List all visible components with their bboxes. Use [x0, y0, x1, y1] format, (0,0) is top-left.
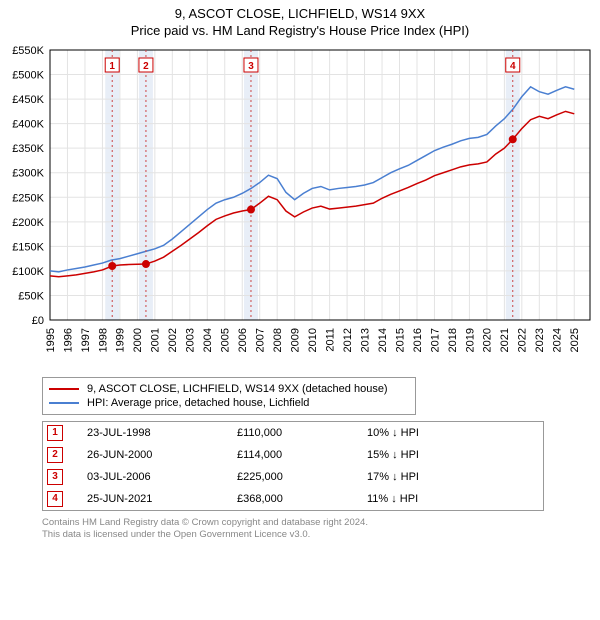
x-tick-label: 2015	[394, 328, 406, 352]
y-tick-label: £500K	[12, 69, 44, 81]
y-tick-label: £0	[32, 315, 44, 327]
legend-row: HPI: Average price, detached house, Lich…	[49, 396, 409, 410]
y-tick-label: £400K	[12, 118, 44, 130]
x-tick-label: 2010	[307, 328, 319, 352]
tx-price: £225,000	[237, 471, 367, 483]
legend-row: 9, ASCOT CLOSE, LICHFIELD, WS14 9XX (det…	[49, 382, 409, 396]
x-tick-label: 2023	[534, 328, 546, 352]
footer: Contains HM Land Registry data © Crown c…	[42, 517, 560, 542]
x-tick-label: 2024	[552, 328, 564, 352]
y-tick-label: £250K	[12, 192, 44, 204]
x-tick-label: 2019	[464, 328, 476, 352]
legend: 9, ASCOT CLOSE, LICHFIELD, WS14 9XX (det…	[42, 377, 416, 415]
price-marker-dot	[509, 135, 517, 143]
y-tick-label: £550K	[12, 45, 44, 57]
x-tick-label: 2001	[150, 328, 162, 352]
x-tick-label: 2011	[324, 328, 336, 352]
price-marker-number: 2	[143, 61, 149, 72]
x-tick-label: 2004	[202, 328, 214, 352]
y-tick-label: £150K	[12, 241, 44, 253]
title-block: 9, ASCOT CLOSE, LICHFIELD, WS14 9XX Pric…	[0, 0, 600, 40]
y-tick-label: £200K	[12, 217, 44, 229]
x-tick-label: 1998	[97, 328, 109, 352]
y-tick-label: £450K	[12, 94, 44, 106]
x-tick-label: 1997	[80, 328, 92, 352]
x-tick-label: 2016	[412, 328, 424, 352]
footer-line: Contains HM Land Registry data © Crown c…	[42, 517, 560, 529]
y-tick-label: £300K	[12, 168, 44, 180]
tx-diff: 15% ↓ HPI	[367, 449, 487, 461]
x-tick-label: 2013	[359, 328, 371, 352]
tx-marker: 1	[47, 425, 63, 441]
price-marker-dot	[108, 262, 116, 270]
tx-marker: 4	[47, 491, 63, 507]
x-tick-label: 2006	[237, 328, 249, 352]
y-tick-label: £50K	[18, 290, 44, 302]
tx-price: £110,000	[237, 427, 367, 439]
tx-date: 03-JUL-2006	[87, 471, 237, 483]
price-marker-number: 1	[109, 61, 115, 72]
tx-diff: 11% ↓ HPI	[367, 493, 487, 505]
tx-price: £368,000	[237, 493, 367, 505]
legend-swatch	[49, 402, 79, 404]
x-tick-label: 1999	[115, 328, 127, 352]
x-tick-label: 2008	[272, 328, 284, 352]
footer-line: This data is licensed under the Open Gov…	[42, 529, 560, 541]
x-tick-label: 2020	[482, 328, 494, 352]
tx-price: £114,000	[237, 449, 367, 461]
price-marker-number: 3	[248, 61, 254, 72]
tx-date: 25-JUN-2021	[87, 493, 237, 505]
x-tick-label: 2022	[517, 328, 529, 352]
x-tick-label: 2025	[569, 328, 581, 352]
x-tick-label: 2012	[342, 328, 354, 352]
title-line-2: Price paid vs. HM Land Registry's House …	[0, 23, 600, 40]
legend-swatch	[49, 388, 79, 390]
chart: £0 £50K £100K £150K £200K £250K £300K £350K £400…	[0, 40, 600, 375]
chart-svg: £0 £50K £100K £150K £200K £250K £300K £350K £400…	[0, 40, 600, 370]
x-tick-label: 2007	[255, 328, 267, 352]
x-tick-label: 2002	[167, 328, 179, 352]
y-tick-label: £350K	[12, 143, 44, 155]
tx-diff: 17% ↓ HPI	[367, 471, 487, 483]
x-tick-label: 2003	[185, 328, 197, 352]
x-tick-label: 2000	[132, 328, 144, 352]
y-tick-label: £100K	[12, 266, 44, 278]
tx-date: 26-JUN-2000	[87, 449, 237, 461]
x-tick-label: 2021	[499, 328, 511, 352]
table-row: 4 25-JUN-2021£368,00011% ↓ HPI	[43, 488, 543, 510]
price-marker-number: 4	[510, 61, 516, 72]
tx-marker: 3	[47, 469, 63, 485]
price-marker-dot	[247, 205, 255, 213]
x-tick-label: 2014	[377, 328, 389, 352]
transactions-table: 1 23-JUL-1998£110,00010% ↓ HPI 2 26-JUN-200…	[42, 421, 544, 511]
table-row: 2 26-JUN-2000£114,00015% ↓ HPI	[43, 444, 543, 466]
legend-label: 9, ASCOT CLOSE, LICHFIELD, WS14 9XX (det…	[87, 383, 388, 395]
title-line-1: 9, ASCOT CLOSE, LICHFIELD, WS14 9XX	[0, 0, 600, 23]
x-tick-label: 2005	[220, 328, 232, 352]
tx-marker: 2	[47, 447, 63, 463]
x-tick-label: 2017	[429, 328, 441, 352]
x-tick-label: 2009	[290, 328, 302, 352]
price-marker-dot	[142, 260, 150, 268]
table-row: 1 23-JUL-1998£110,00010% ↓ HPI	[43, 422, 543, 444]
x-tick-label: 1996	[62, 328, 74, 352]
x-tick-label: 2018	[447, 328, 459, 352]
table-row: 3 03-JUL-2006£225,00017% ↓ HPI	[43, 466, 543, 488]
tx-diff: 10% ↓ HPI	[367, 427, 487, 439]
x-tick-label: 1995	[45, 328, 57, 352]
legend-label: HPI: Average price, detached house, Lich…	[87, 397, 309, 409]
tx-date: 23-JUL-1998	[87, 427, 237, 439]
